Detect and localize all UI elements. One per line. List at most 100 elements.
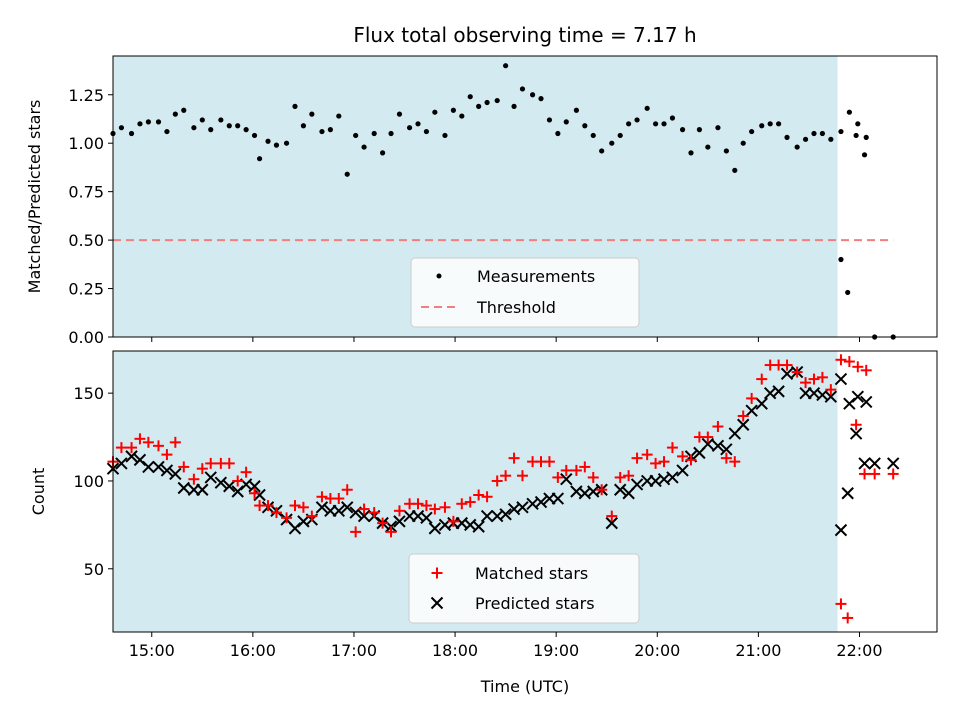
legend-label-matched: Matched stars <box>475 564 588 583</box>
matched-star-point <box>825 384 837 396</box>
measurement-point <box>145 119 151 125</box>
measurement-point <box>257 156 263 162</box>
matched-star-point <box>543 456 555 468</box>
predicted-star-point <box>253 488 266 502</box>
chart-title: Flux total observing time = 7.17 h <box>353 23 696 47</box>
measurements-points <box>110 63 896 340</box>
predicted-star-point <box>824 390 838 403</box>
measurement-point <box>327 127 333 133</box>
matched-star-point <box>816 371 828 383</box>
measurement-point <box>853 132 859 139</box>
y-tick-label: 0.75 <box>68 183 104 202</box>
x-tick-label: 21:00 <box>735 641 781 660</box>
measurement-point <box>696 127 703 133</box>
measurement-point <box>283 140 290 146</box>
top-legend-box <box>410 257 640 328</box>
measurement-point <box>855 121 861 127</box>
matched-star-point <box>729 456 741 468</box>
measurement-point <box>503 63 509 69</box>
predicted-star-point <box>196 483 209 496</box>
matched-star-point <box>491 475 503 487</box>
measurement-point <box>838 128 844 135</box>
predicted-star-point <box>560 472 573 486</box>
predicted-star-point <box>204 471 217 484</box>
measurement-point <box>155 119 162 125</box>
predicted-star-point <box>701 437 715 451</box>
matched-star-point <box>737 410 749 422</box>
matched-star-point <box>223 457 235 469</box>
predicted-star-point <box>223 480 236 493</box>
matched-star-point <box>791 366 803 378</box>
measurement-point <box>811 130 817 137</box>
measurement-point <box>164 128 170 135</box>
matched-star-point <box>316 491 328 503</box>
matched-star-point <box>685 454 697 466</box>
matched-star-point <box>169 436 181 448</box>
matched-star-point <box>115 442 127 454</box>
measurement-point <box>128 130 135 137</box>
matched-star-point <box>677 450 689 462</box>
matched-star-point <box>161 449 173 461</box>
predicted-star-point <box>755 397 768 410</box>
predicted-star-point <box>551 492 565 505</box>
x-tick-label: 20:00 <box>634 641 680 660</box>
measurement-point <box>406 125 413 131</box>
measurement-point <box>476 103 482 109</box>
matched-star-point <box>842 612 854 624</box>
matched-star-point <box>658 456 670 468</box>
measurement-point <box>191 125 197 131</box>
bottom-legend: Matched stars Predicted stars <box>408 553 640 624</box>
measurement-point <box>273 142 280 148</box>
matched-star-point <box>746 392 758 404</box>
matched-star-point <box>852 361 864 373</box>
measurement-point <box>749 128 755 135</box>
matched-star-point <box>579 461 591 473</box>
measurement-point <box>353 132 359 139</box>
matched-star-point <box>606 510 618 522</box>
measurement-point <box>828 136 834 142</box>
measurement-point <box>300 123 307 129</box>
matched-star-point <box>385 526 397 538</box>
matched-star-point <box>712 421 724 433</box>
measurement-point <box>199 117 205 123</box>
bottom-axes-frame <box>112 350 938 633</box>
matched-star-point <box>835 598 847 610</box>
measurement-point <box>861 152 868 158</box>
matched-star-point <box>702 431 714 443</box>
measurement-point <box>599 148 605 154</box>
predicted-star-point <box>169 467 182 481</box>
matched-star-point <box>333 493 345 505</box>
measurement-point <box>484 99 490 106</box>
matched-star-point <box>178 461 190 473</box>
top-x-ticks <box>151 337 860 342</box>
measurement-point <box>617 132 623 139</box>
measurement-point <box>344 171 350 177</box>
measurement-point <box>794 144 800 150</box>
matched-star-point <box>464 496 476 508</box>
matched-star-point <box>456 498 468 510</box>
measurement-point <box>705 144 711 150</box>
measurement-point <box>442 132 448 139</box>
matched-star-point <box>270 507 282 519</box>
predicted-star-point <box>341 501 354 514</box>
predicted-star-point <box>745 404 758 417</box>
measurement-point <box>634 117 640 123</box>
matched-star-point <box>720 452 732 464</box>
measurement-point <box>137 121 143 127</box>
legend-label-threshold: Threshold <box>476 298 556 317</box>
x-axis-label: Time (UTC) <box>480 677 569 696</box>
predicted-star-point <box>676 464 689 477</box>
measurement-point <box>582 123 588 129</box>
measurement-point <box>208 127 214 133</box>
measurement-point <box>511 103 517 109</box>
predicted-star-point <box>480 509 494 523</box>
matched-star-point <box>843 356 855 368</box>
predicted-star-point <box>858 457 871 470</box>
measurement-point <box>846 109 852 115</box>
predicted-star-point <box>772 385 785 398</box>
predicted-star-point <box>499 508 512 521</box>
y-tick-label: 1.25 <box>68 86 104 105</box>
measurement-point <box>265 138 271 144</box>
matched-star-point <box>516 470 528 482</box>
measurement-point <box>776 121 782 127</box>
